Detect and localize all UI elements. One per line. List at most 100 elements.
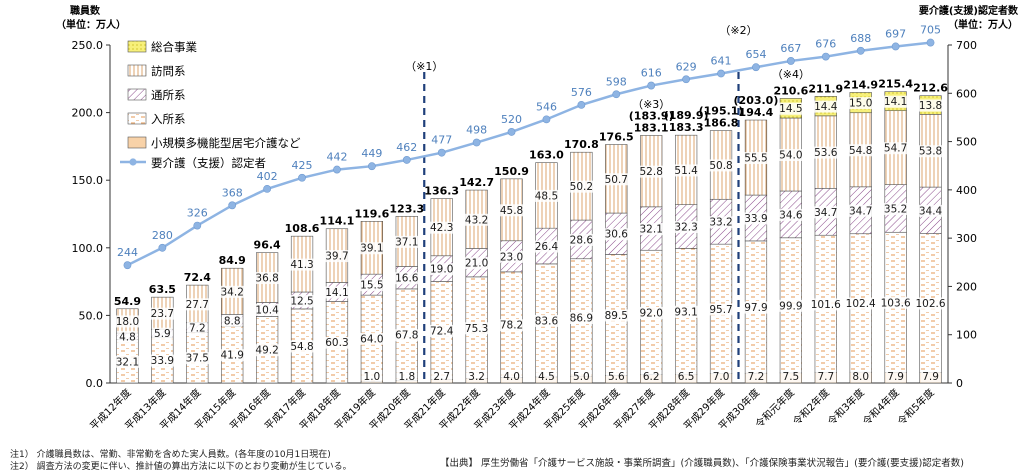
certified-value-label: 402 bbox=[257, 170, 278, 183]
certified-value-label: 616 bbox=[641, 67, 662, 80]
legend-label: 訪問系 bbox=[151, 64, 186, 78]
certified-value-label: 667 bbox=[780, 42, 801, 55]
bar-total-label: 114.1 bbox=[320, 215, 355, 228]
segment-label: 67.8 bbox=[395, 330, 418, 342]
legend-label: 要介護（支援）認定者 bbox=[151, 156, 266, 170]
left-tick-label: 150.0 bbox=[72, 174, 104, 187]
segment-label: 34.7 bbox=[849, 205, 872, 217]
right-tick-label: 0 bbox=[956, 377, 963, 390]
segment-label-bg bbox=[847, 144, 875, 157]
segment-label-bg bbox=[288, 340, 316, 353]
legend-swatch bbox=[127, 136, 147, 149]
segment-label: 4.0 bbox=[503, 371, 520, 383]
certified-point bbox=[891, 42, 900, 51]
certified-value-label: 280 bbox=[152, 229, 173, 242]
segment-label-bg bbox=[812, 206, 840, 219]
segment-label: 54.8 bbox=[849, 145, 872, 157]
segment-label-bg bbox=[777, 208, 805, 221]
certified-value-label: 598 bbox=[606, 75, 627, 88]
segment-label-bg bbox=[882, 95, 910, 108]
segment-label-bg bbox=[501, 370, 522, 383]
segment-label: 54.7 bbox=[884, 143, 907, 155]
left-tick-label: 200.0 bbox=[72, 107, 104, 120]
bar-total-label: 214.9 bbox=[843, 78, 878, 91]
segment-label: 97.9 bbox=[744, 302, 767, 314]
segment-label: 2.7 bbox=[433, 371, 450, 383]
segment-label-bg bbox=[428, 324, 456, 337]
segment-label: 53.6 bbox=[814, 147, 838, 159]
segment-label-bg bbox=[602, 309, 630, 322]
segment-label: 37.1 bbox=[395, 236, 418, 248]
certified-point bbox=[158, 243, 167, 252]
legend-label: 入所系 bbox=[151, 112, 186, 126]
segment-label-bg bbox=[253, 344, 281, 357]
bar-total-label: 163.0 bbox=[529, 149, 564, 162]
certified-value-label: 520 bbox=[501, 113, 522, 126]
segment-label: 12.5 bbox=[290, 295, 313, 307]
segment-label: 49.2 bbox=[255, 345, 278, 357]
certified-point bbox=[263, 184, 272, 193]
certified-value-label: 326 bbox=[187, 207, 208, 220]
bar-total-label: 150.9 bbox=[494, 165, 529, 178]
segment-label: 26.4 bbox=[535, 241, 559, 253]
bar-total-label: 96.4 bbox=[254, 239, 281, 252]
bar-alt-total-label: (183.9) bbox=[629, 109, 674, 122]
segment-label: 37.5 bbox=[186, 353, 209, 365]
segment-label-bg bbox=[358, 332, 386, 345]
segment-label: 34.2 bbox=[221, 286, 244, 298]
note-1: 注1） 介護職員数は、常勤、非常勤を含めた実人員数。(各年度の10月1日現在) bbox=[10, 450, 331, 460]
segment-label-bg bbox=[431, 370, 453, 383]
certified-point bbox=[752, 63, 760, 72]
legend-swatch bbox=[127, 40, 147, 53]
segment-label: 95.7 bbox=[709, 304, 732, 316]
segment-label: 33.2 bbox=[709, 217, 732, 229]
certified-point bbox=[856, 46, 865, 55]
segment-label-bg bbox=[567, 311, 595, 324]
segment-label: 64.0 bbox=[360, 333, 383, 345]
certified-point bbox=[437, 148, 446, 157]
right-tick-label: 700 bbox=[956, 39, 977, 52]
segment-label: 14.1 bbox=[325, 287, 348, 299]
segment-label: 7.0 bbox=[713, 371, 730, 383]
bar-alt-total-label: (203.0) bbox=[734, 94, 779, 107]
segment-label-bg bbox=[114, 355, 141, 368]
segment-label-bg bbox=[393, 272, 421, 285]
segment-label-bg bbox=[533, 240, 560, 253]
certified-value-label: 425 bbox=[292, 159, 313, 172]
segment-label: 50.7 bbox=[605, 174, 628, 186]
period-marker-label: （※2） bbox=[719, 24, 757, 37]
segment-label: 18.0 bbox=[116, 316, 139, 328]
segment-label: 3.2 bbox=[468, 371, 485, 383]
segment-label-bg bbox=[253, 303, 281, 316]
segment-label-bg bbox=[640, 370, 662, 383]
certified-value-label: 442 bbox=[326, 151, 347, 164]
segment-label-bg bbox=[602, 228, 630, 241]
segment-label-bg bbox=[463, 213, 491, 226]
segment-label-bg bbox=[850, 370, 872, 383]
left-tick-label: 0.0 bbox=[86, 377, 104, 390]
segment-label-bg bbox=[571, 370, 592, 383]
segment-label-bg bbox=[186, 321, 208, 334]
segment-label-bg bbox=[536, 370, 557, 383]
segment-label: 7.2 bbox=[748, 371, 765, 383]
bar-total-label: 186.8 bbox=[704, 117, 739, 130]
segment-label: 53.8 bbox=[919, 146, 942, 158]
certified-point bbox=[577, 100, 586, 109]
certified-point bbox=[228, 201, 237, 210]
right-tick-label: 600 bbox=[956, 87, 977, 100]
segment-label-bg bbox=[361, 370, 383, 383]
certified-point bbox=[472, 138, 481, 147]
segment-label-bg bbox=[882, 142, 910, 155]
certified-point bbox=[647, 81, 656, 90]
segment-label: 41.9 bbox=[221, 350, 244, 362]
segment-label: 10.4 bbox=[255, 304, 279, 316]
legend-swatch bbox=[127, 88, 147, 101]
segment-label-bg bbox=[847, 204, 875, 217]
segment-label-bg bbox=[463, 322, 491, 335]
segment-label: 45.8 bbox=[500, 205, 523, 217]
segment-label: 5.0 bbox=[573, 371, 590, 383]
bar-total-label: 194.4 bbox=[739, 106, 774, 119]
certified-value-label: 697 bbox=[885, 27, 906, 40]
segment-label-bg bbox=[844, 297, 878, 310]
segment-label-bg bbox=[533, 314, 560, 327]
